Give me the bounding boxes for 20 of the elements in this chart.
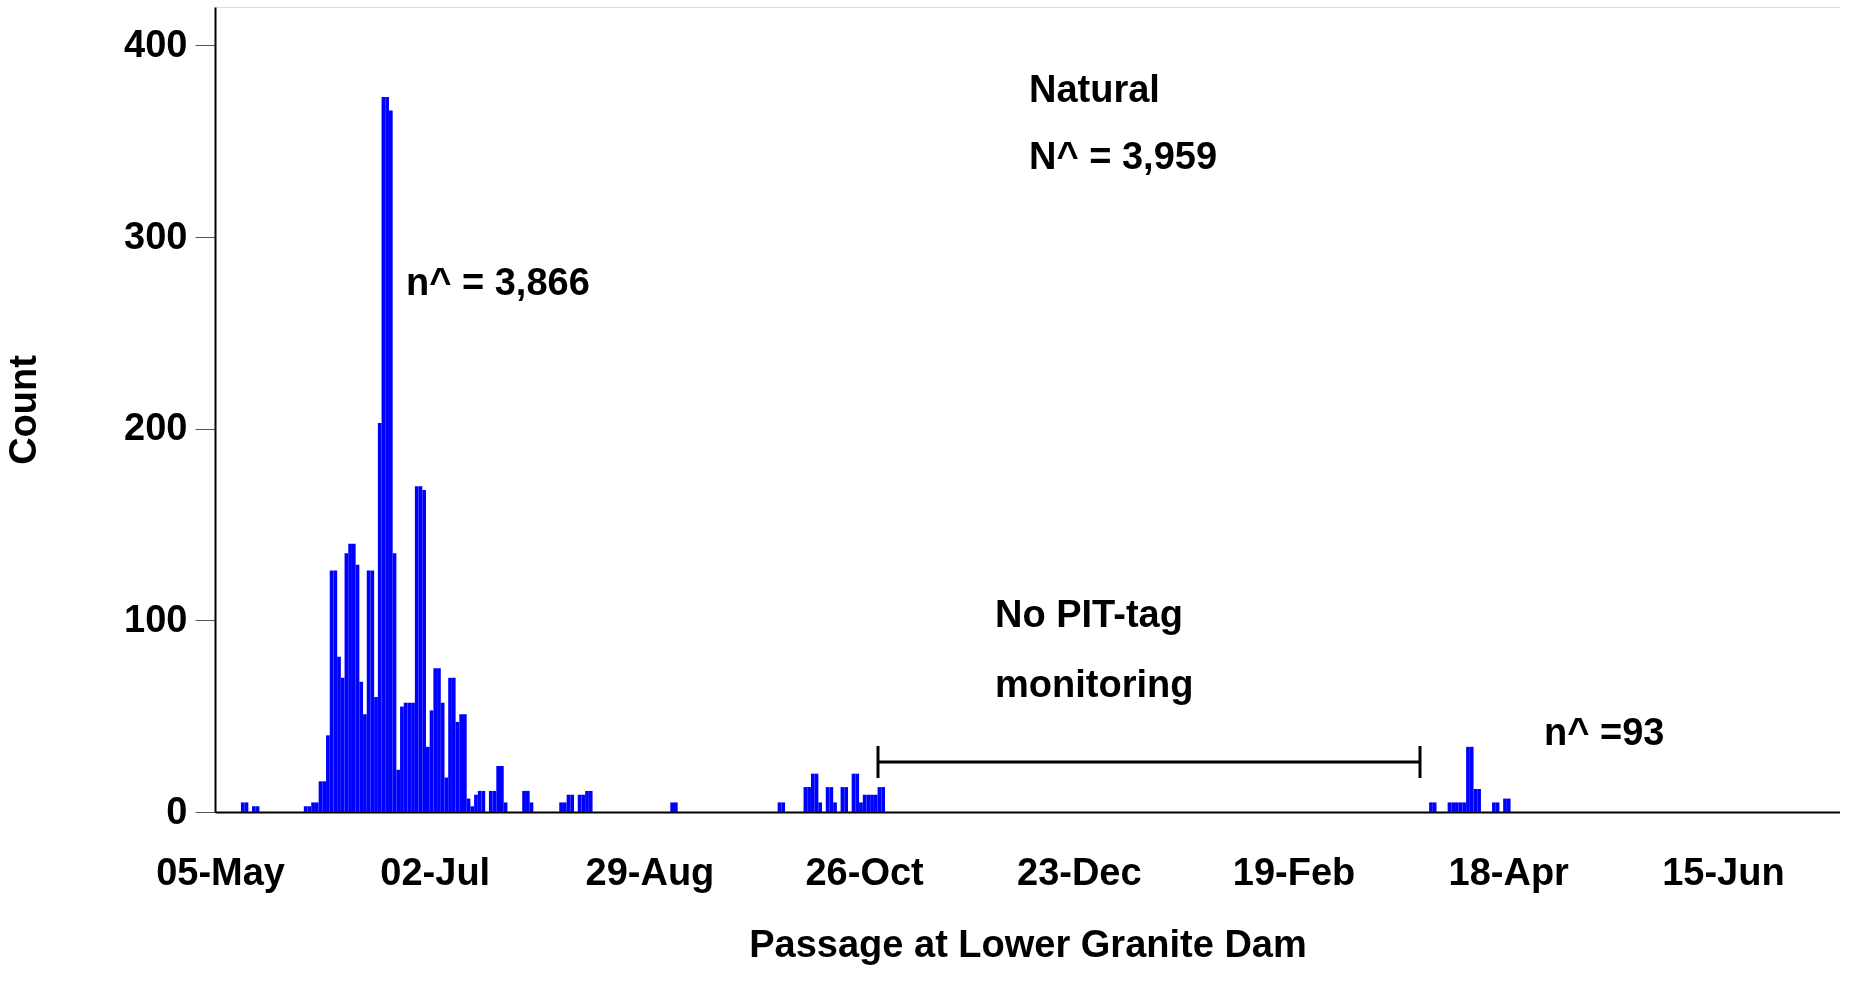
y-tick-label: 0: [166, 789, 188, 832]
x-tick-label: 19-Feb: [1232, 850, 1356, 893]
annotation: n^ =93: [1544, 711, 1665, 753]
annotation: n^ = 3,866: [406, 261, 590, 303]
annotation: Natural: [1029, 68, 1160, 110]
x-tick-label: 26-Oct: [805, 850, 925, 893]
x-tick-label: 29-Aug: [585, 850, 715, 893]
x-tick-label: 15-Jun: [1662, 850, 1785, 893]
x-tick-label: 05-May: [156, 850, 285, 893]
annotation: No PIT-tag monitoring: [995, 593, 1194, 705]
x-tick-label: 02-Jul: [380, 850, 491, 893]
y-tick-label: 100: [124, 597, 188, 640]
x-tick-label: 23-Dec: [1017, 850, 1142, 893]
annotation: N^ = 3,959: [1029, 135, 1218, 177]
x-tick-label: 18-Apr: [1448, 850, 1570, 893]
y-tick-label: 200: [124, 406, 188, 449]
y-tick-label: 400: [124, 22, 188, 65]
y-tick-label: 300: [124, 214, 188, 257]
y-axis-title: Count: [2, 354, 45, 465]
x-axis-title: Passage at Lower Granite Dam: [749, 922, 1307, 965]
